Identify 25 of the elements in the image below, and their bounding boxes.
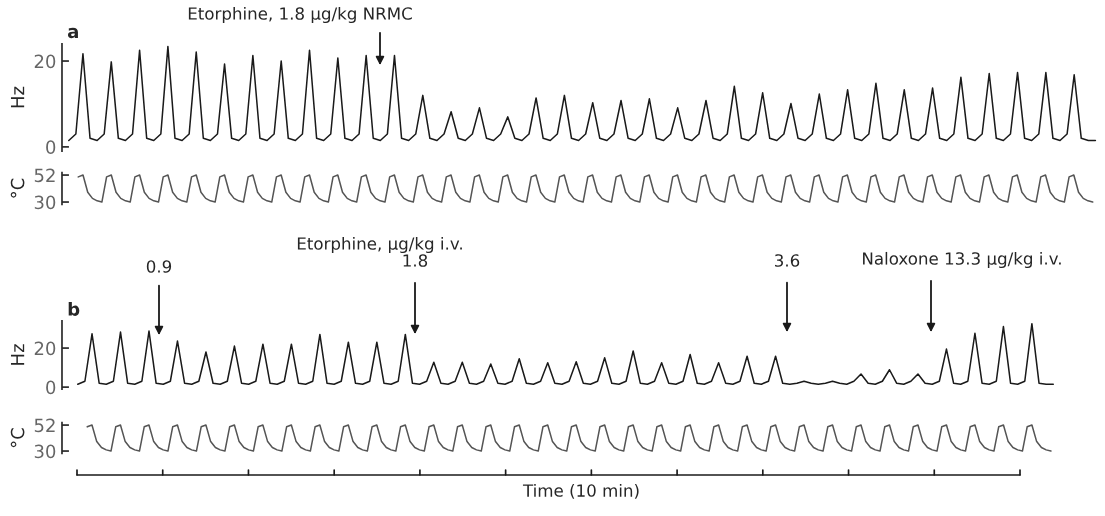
line-series [68,45,1097,142]
text: Naloxone 13.3 μg/kg i.v. [863,251,1061,269]
y-axis-title: °C [10,178,25,198]
y-axis-title: Hz [10,86,25,108]
y-tick-label: 30 [34,195,56,210]
y-tick-label: 52 [34,418,55,433]
y-tick-label: 20 [34,341,56,356]
line-series [77,174,1094,203]
text: 1.8 [403,254,428,267]
y-tick-label: 20 [34,54,56,69]
y-tick-label: 0 [46,380,56,395]
x-axis-title: Time (10 min) [522,483,639,499]
chart-title: a [67,27,78,39]
y-tick-label: 0 [46,140,56,155]
text: Etorphine, μg/kg i.v. [297,236,462,254]
text: 3.6 [775,254,800,267]
text: Etorphine, 1.8 μg/kg NRMC [188,6,412,24]
y-tick-label: 52 [34,168,55,183]
y-tick-label: 30 [34,444,56,459]
chart-title: b [68,301,80,316]
y-axis-title: °C [10,428,25,448]
y-axis-title: Hz [10,344,25,365]
line-series [86,424,1052,452]
line-series [77,322,1055,385]
text: 0.9 [146,260,172,273]
